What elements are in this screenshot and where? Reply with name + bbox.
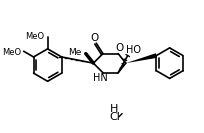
Text: MeO: MeO	[2, 48, 21, 57]
Text: Cl: Cl	[109, 112, 120, 122]
Text: O: O	[90, 33, 99, 43]
Text: O: O	[115, 43, 123, 53]
Polygon shape	[126, 53, 157, 63]
Text: Me: Me	[69, 48, 82, 57]
Text: H: H	[110, 104, 119, 114]
Text: HO: HO	[126, 45, 141, 55]
Text: MeO: MeO	[26, 32, 45, 41]
Text: HN: HN	[93, 73, 108, 83]
